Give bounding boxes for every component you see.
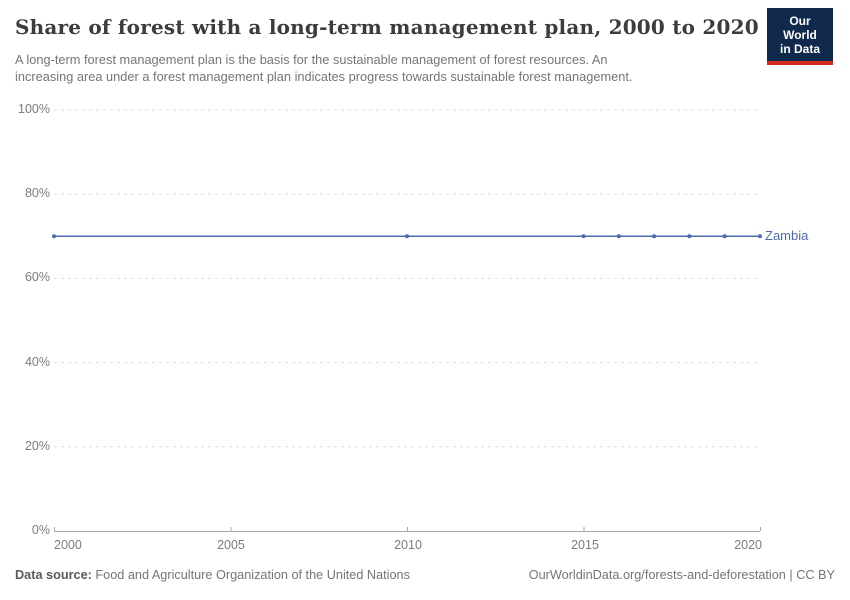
chart-title: Share of forest with a long-term managem…	[15, 15, 759, 39]
data-source-label: Data source:	[15, 568, 92, 582]
data-source-text: Food and Agriculture Organization of the…	[91, 568, 410, 582]
owid-url-license[interactable]: OurWorldinData.org/forests-and-deforesta…	[528, 568, 835, 582]
owid-logo[interactable]: Our World in Data	[767, 8, 833, 65]
chart-subtitle-line1: A long-term forest management plan is th…	[15, 52, 608, 67]
x-axis-tick-label-2005: 2005	[217, 538, 245, 552]
owid-logo-line1: Our World	[783, 14, 817, 42]
x-axis-tick-label-2015: 2015	[571, 538, 599, 552]
x-axis-tick-label-2000: 2000	[54, 538, 82, 552]
y-axis-tick-label-40: 40%	[24, 355, 50, 369]
y-axis-tick-label-20: 20%	[24, 439, 50, 453]
data-source-note: Data source: Food and Agriculture Organi…	[15, 568, 410, 582]
x-axis-tick-label-2020: 2020	[734, 538, 762, 552]
chart-subtitle-line2: increasing area under a forest managemen…	[15, 69, 633, 84]
chart-subtitle: A long-term forest management plan is th…	[15, 51, 745, 85]
y-axis-tick-label-100: 100%	[18, 102, 50, 116]
y-axis-tick-label-0: 0%	[31, 523, 50, 537]
y-axis-tick-label-80: 80%	[24, 186, 50, 200]
series-label-zambia[interactable]: Zambia	[765, 228, 809, 244]
x-axis-tick-label-2010: 2010	[394, 538, 422, 552]
y-axis-tick-label-60: 60%	[24, 270, 50, 284]
chart-footer: Data source: Food and Agriculture Organi…	[15, 568, 835, 582]
owid-logo-line2: in Data	[779, 42, 820, 56]
